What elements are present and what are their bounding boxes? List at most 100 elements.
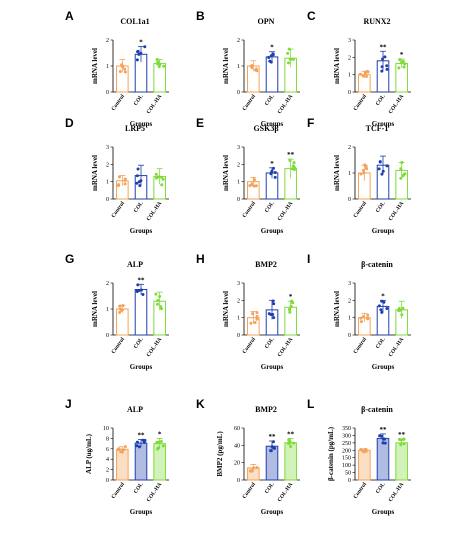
data-point-col [139, 51, 143, 55]
chart-panel-j: J ALP 0 2 4 6 8 10 ALP (ug/mL) Control ** COL * COL-H… [65, 397, 169, 516]
data-point-control [358, 72, 362, 76]
data-point-col-ha [292, 161, 296, 165]
data-point-col-ha [403, 172, 407, 176]
data-point-col-ha [396, 308, 400, 312]
x-axis-label: Groups [130, 227, 153, 235]
chart-title: GSK3β [253, 124, 278, 133]
x-axis-label: Groups [372, 120, 395, 128]
data-point-col-ha [400, 313, 404, 317]
data-point-control [359, 320, 363, 324]
x-tick-label: COL-HA [146, 337, 164, 358]
significance-marker: * [289, 293, 293, 301]
x-tick-label: Control [353, 336, 369, 355]
data-point-col-ha [288, 159, 292, 163]
x-tick-label: COL [264, 200, 276, 213]
significance-marker: * [270, 160, 274, 168]
x-tick-label: COL [133, 481, 145, 494]
y-tick-label: 3 [106, 145, 109, 151]
chart-panel-g: G ALP 0 1 2 mRNA level Control ** COL COL-HA Group… [65, 252, 169, 371]
panel-label: D [65, 116, 74, 130]
x-tick-label: COL [133, 200, 145, 213]
y-tick-label: 2 [237, 38, 240, 44]
x-tick-label: COL-HA [277, 337, 295, 358]
data-point-col [383, 55, 387, 59]
data-point-col-ha [161, 177, 165, 181]
data-point-control [123, 67, 127, 71]
y-tick-label: 300 [342, 433, 351, 439]
data-point-control [365, 167, 369, 171]
y-tick-label: 3 [237, 145, 240, 151]
x-tick-label: Control [111, 336, 127, 355]
data-point-col [380, 172, 384, 176]
data-point-col [385, 164, 389, 168]
y-tick-label: 6 [106, 447, 109, 453]
y-tick-label: 50 [345, 471, 351, 477]
data-point-col-ha [155, 57, 159, 61]
y-tick-label: 0 [106, 333, 109, 339]
data-point-control [117, 447, 121, 451]
data-point-control [122, 448, 126, 452]
data-point-control [121, 304, 125, 308]
data-point-col [381, 169, 385, 173]
data-point-col [272, 302, 276, 306]
x-tick-label: Control [353, 93, 369, 112]
data-point-control [362, 450, 366, 454]
y-tick-label: 1 [348, 316, 351, 322]
data-point-control [361, 168, 365, 172]
data-point-control [249, 321, 253, 325]
data-point-col [385, 67, 389, 71]
panel-label: A [65, 9, 74, 23]
data-point-col [267, 312, 271, 316]
data-point-col-ha [292, 441, 296, 445]
y-tick-label: 0 [348, 333, 351, 339]
data-point-col-ha [162, 64, 166, 68]
data-point-col [380, 310, 384, 314]
y-tick-label: 2 [106, 162, 109, 168]
y-axis-label: mRNA level [91, 155, 99, 191]
x-tick-label: Control [111, 481, 127, 500]
data-point-col [271, 313, 275, 317]
data-point-control [254, 184, 258, 188]
data-point-col-ha [289, 444, 293, 448]
data-point-control [123, 178, 127, 182]
y-axis-label: β-catenin (pg/mL) [327, 426, 335, 481]
chart-panel-h: H BMP2 0 1 2 3 mRNA level Control COL * COL-HA Grou… [196, 252, 300, 371]
data-point-control [249, 64, 253, 68]
y-tick-label: 100 [342, 463, 351, 469]
x-tick-label: COL-HA [277, 201, 295, 222]
data-point-control [120, 308, 124, 312]
data-point-col [271, 53, 275, 57]
bar-control [358, 449, 371, 481]
data-point-col-ha [155, 302, 159, 306]
data-point-control [116, 184, 120, 188]
y-axis-label: mRNA level [91, 48, 99, 84]
chart-title: COL1a1 [120, 17, 149, 26]
significance-marker: ** [398, 431, 406, 439]
y-tick-label: 3 [348, 281, 351, 287]
data-point-control [120, 63, 124, 67]
data-point-col-ha [290, 167, 294, 171]
data-point-col [271, 440, 275, 444]
data-point-col-ha [286, 51, 290, 55]
y-tick-label: 2 [348, 55, 351, 61]
data-point-col-ha [399, 438, 403, 442]
x-axis-label: Groups [261, 508, 284, 516]
data-point-control [123, 182, 127, 186]
data-point-control [363, 71, 367, 75]
data-point-col [273, 175, 277, 179]
x-axis-label: Groups [372, 363, 395, 371]
y-axis-label: mRNA level [91, 291, 99, 327]
y-axis-label: mRNA level [222, 291, 230, 327]
y-tick-label: 1 [237, 64, 240, 70]
bar-col [134, 289, 148, 336]
y-axis-label: mRNA level [222, 48, 230, 84]
panel-label: J [65, 397, 72, 411]
data-point-col-ha [161, 444, 165, 448]
data-point-col [380, 69, 384, 73]
y-tick-label: 1 [106, 307, 109, 313]
x-axis-label: Groups [372, 508, 395, 516]
chart-panel-b: B OPN 0 1 2 mRNA level Control * COL COL-HA Groups [196, 9, 300, 128]
x-tick-label: COL-HA [388, 201, 406, 222]
